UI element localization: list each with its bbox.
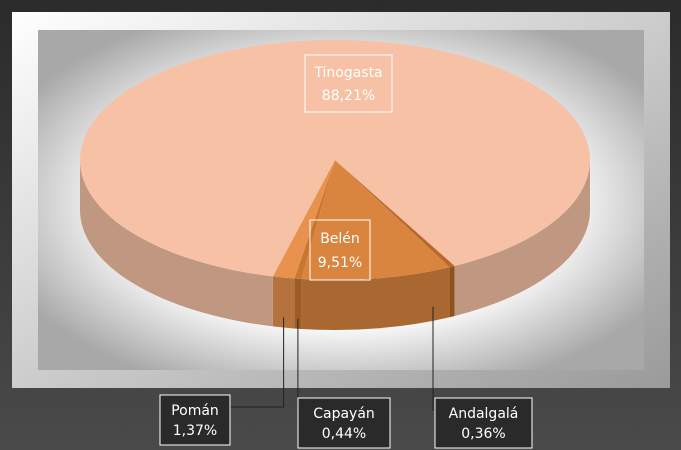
label-name: Tinogasta: [313, 65, 382, 81]
page: Andalgalá 0,36% Belén 9,51% Capayán 0,44% Pomá…: [0, 0, 681, 450]
label-name: Pomán: [171, 403, 219, 419]
label-value: 9,51%: [318, 255, 362, 271]
label-name: Belén: [320, 231, 360, 247]
slice-side: [450, 266, 455, 317]
label-name: Capayán: [313, 406, 375, 422]
label-value: 0,44%: [322, 426, 366, 442]
label-name: Andalgalá: [449, 406, 519, 422]
label-value: 0,36%: [461, 426, 505, 442]
label-value: 1,37%: [173, 423, 217, 439]
label-value: 88,21%: [322, 88, 375, 104]
chart: Andalgalá 0,36% Belén 9,51% Capayán 0,44% Pomá…: [0, 0, 681, 450]
